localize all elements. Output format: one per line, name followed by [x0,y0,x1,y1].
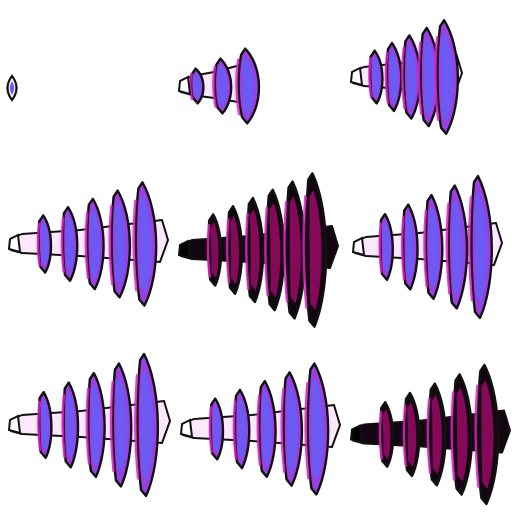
fin-edge-4 [108,205,114,286]
fin-edge-6 [302,195,308,309]
frame-2 [177,47,261,125]
streak-tail [351,236,366,257]
fin-core-1 [371,56,380,98]
fin-core-1 [40,221,49,267]
streak-tail [349,423,364,444]
fin-edge-3 [423,209,428,288]
fin-edge-5 [132,199,138,292]
fin-core-5 [139,195,152,293]
fin-edge-1 [378,410,383,460]
streak-tail [7,233,22,254]
fin-edge-4 [280,388,286,473]
fin-edge-4 [264,206,269,297]
fin-core-5 [475,191,488,303]
fin-edge-5 [474,384,480,488]
fin-edge-5 [467,196,474,302]
fin-core-4 [286,384,298,474]
fin-edge-1 [37,400,42,451]
fin-core-1 [40,399,49,451]
fin-core-1 [192,72,201,100]
fin-core-2 [230,215,240,285]
fin-core-3 [406,44,417,110]
fin-edge-1 [368,57,373,98]
fin-edge-2 [61,394,66,459]
fin-core-2 [237,398,247,460]
frame-4 [7,181,169,307]
fin-edge-3 [401,46,406,110]
frame-7 [7,352,171,498]
fin-edge-3 [85,387,91,466]
fin-edge-3 [244,212,250,291]
fin-core-4 [456,387,468,482]
fin-core-4 [451,199,463,295]
fin-edge-2 [225,218,231,285]
fin-core-2 [65,215,75,273]
fin-core-3 [431,394,443,475]
fin-core-3 [242,56,255,116]
fin-edge-3 [84,211,90,280]
fin-edge-5 [134,374,140,480]
fin-edge-1 [378,222,383,273]
fin-edge-3 [256,394,262,467]
spark-core [9,81,15,95]
frame-1 [6,74,18,102]
fin-core-3 [249,209,260,291]
fin-core-5 [311,377,324,481]
fin-core-4 [423,38,435,116]
fin-core-1 [212,405,221,453]
fin-edge-5 [283,200,289,303]
fin-edge-3 [426,397,432,474]
fin-core-2 [407,402,417,467]
fin-edge-4 [109,380,115,473]
fin-edge-5 [434,36,440,121]
fin-edge-2 [212,65,217,108]
fin-core-1 [382,409,391,460]
fin-edge-2 [60,216,66,273]
fin-edge-2 [384,51,390,104]
fin-edge-4 [450,391,456,481]
streak-tail [349,66,364,87]
fin-edge-3 [235,58,241,116]
streak-tail [179,418,194,439]
fin-core-5 [289,196,301,304]
fin-core-5 [441,32,454,122]
fin-core-4 [114,202,126,286]
fin-edge-2 [232,400,238,460]
frame-8 [179,362,341,496]
fin-edge-1 [206,223,211,278]
fin-core-5 [481,380,494,489]
streak-tail [177,75,192,96]
fin-edge-2 [400,216,406,281]
fin-edge-4 [445,202,451,295]
fin-core-1 [382,221,391,273]
frame-9 [349,363,511,506]
fin-core-4 [269,203,281,297]
fin-core-6 [309,190,322,310]
frame-3 [349,19,463,135]
fin-core-3 [90,384,102,466]
fin-core-4 [115,377,128,473]
fin-core-3 [428,206,439,288]
frame-6 [351,174,503,320]
fin-core-5 [141,369,154,481]
fin-edge-5 [304,381,310,480]
fin-edge-2 [402,404,408,467]
fin-core-2 [217,64,228,108]
fin-core-3 [261,391,273,467]
fin-edge-1 [189,72,194,101]
fin-core-3 [89,208,101,280]
streak-tail [7,414,22,435]
streak-tail [177,239,192,260]
fin-core-1 [210,222,219,278]
fin-edge-4 [417,41,423,116]
fin-core-2 [389,50,399,104]
fin-edge-1 [208,406,213,454]
fin-edge-1 [36,222,41,267]
fin-core-2 [65,391,75,459]
frame-5 [177,172,339,328]
fin-core-2 [405,213,415,281]
